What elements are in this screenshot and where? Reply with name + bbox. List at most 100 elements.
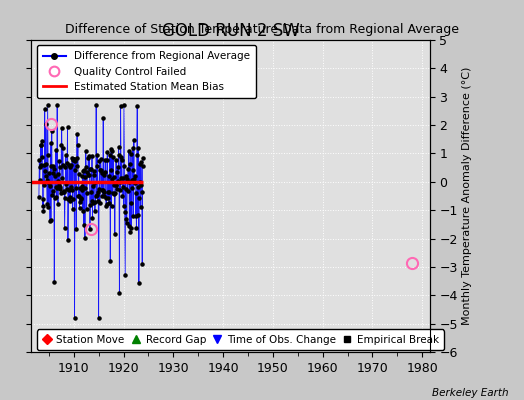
Point (134, 212, 142, 218)
Point (72, 226, 80, 232)
Point (130, 137, 138, 143)
Point (116, 179, 124, 185)
Point (98, 170, 106, 176)
Point (103, 157, 111, 163)
Point (114, 178, 122, 184)
Point (58, 175, 67, 181)
Point (120, 162, 128, 169)
Point (56, 186, 64, 192)
Point (78, 172, 86, 179)
Point (63, 123, 72, 130)
Point (102, 201, 111, 207)
Point (100, 189, 108, 195)
Point (42, 121, 50, 127)
Point (54, 171, 62, 177)
Point (113, 168, 121, 175)
Point (36, 164, 45, 171)
Point (53, 178, 62, 184)
Point (133, 103, 141, 109)
Point (37, 162, 45, 168)
Point (81, 235, 89, 242)
Point (52, 194, 60, 200)
Point (122, 172, 130, 179)
Point (60, 225, 69, 231)
Point (42, 160, 50, 167)
Point (111, 190, 119, 196)
Point (42, 176, 51, 183)
Text: Berkeley Earth: Berkeley Earth (432, 388, 508, 398)
Point (97, 187, 106, 193)
Point (127, 151, 135, 158)
Point (45, 180, 53, 186)
Point (126, 200, 135, 206)
Point (39, 196, 47, 202)
Point (130, 176, 138, 183)
Point (90, 172, 99, 179)
Point (88, 153, 96, 160)
Point (96, 156, 105, 162)
Point (115, 152, 123, 159)
Point (103, 148, 112, 155)
Point (113, 186, 122, 192)
Point (87, 165, 95, 172)
Point (132, 190, 140, 196)
Point (132, 213, 140, 220)
Point (53, 102, 61, 108)
Point (40, 182, 49, 188)
Point (83, 190, 91, 196)
Point (48, 187, 57, 194)
Point (119, 175, 127, 181)
Point (138, 189, 146, 195)
Point (85, 166, 94, 172)
Point (55, 158, 63, 164)
Point (48, 128, 56, 134)
Point (90, 180, 99, 186)
Point (99, 186, 107, 193)
Point (137, 159, 145, 166)
Title: GOLD RUN 2 SW: GOLD RUN 2 SW (162, 22, 299, 40)
Point (105, 188, 114, 195)
Point (139, 154, 147, 161)
Point (79, 168, 88, 174)
Point (69, 157, 78, 164)
Point (129, 167, 138, 173)
Point (80, 167, 89, 173)
Point (126, 160, 134, 167)
Point (84, 172, 93, 178)
Point (81, 184, 90, 191)
Point (36, 142, 45, 148)
Point (107, 203, 116, 210)
Point (51, 184, 60, 190)
Point (108, 176, 116, 182)
Point (99, 115, 107, 121)
Point (134, 145, 142, 152)
Point (104, 195, 112, 202)
Point (134, 184, 143, 190)
Point (88, 215, 96, 222)
Point (114, 164, 122, 170)
Point (41, 168, 49, 174)
Point (94, 189, 102, 195)
Point (76, 199, 84, 206)
Point (82, 164, 90, 171)
Point (46, 183, 54, 189)
Point (60, 189, 68, 196)
Point (110, 182, 118, 188)
Point (124, 179, 133, 185)
Y-axis label: Monthly Temperature Anomaly Difference (°C): Monthly Temperature Anomaly Difference (… (462, 67, 472, 325)
Point (128, 177, 136, 183)
Point (45, 170, 53, 176)
Point (111, 231, 119, 237)
Point (60, 188, 69, 194)
Point (135, 280, 143, 286)
Point (106, 166, 115, 173)
Point (116, 187, 124, 194)
Point (47, 163, 56, 170)
Point (117, 175, 125, 182)
Point (108, 148, 116, 154)
Point (70, 156, 78, 163)
Point (47, 217, 55, 224)
Point (66, 198, 74, 204)
Point (129, 213, 137, 220)
Point (90, 168, 98, 174)
